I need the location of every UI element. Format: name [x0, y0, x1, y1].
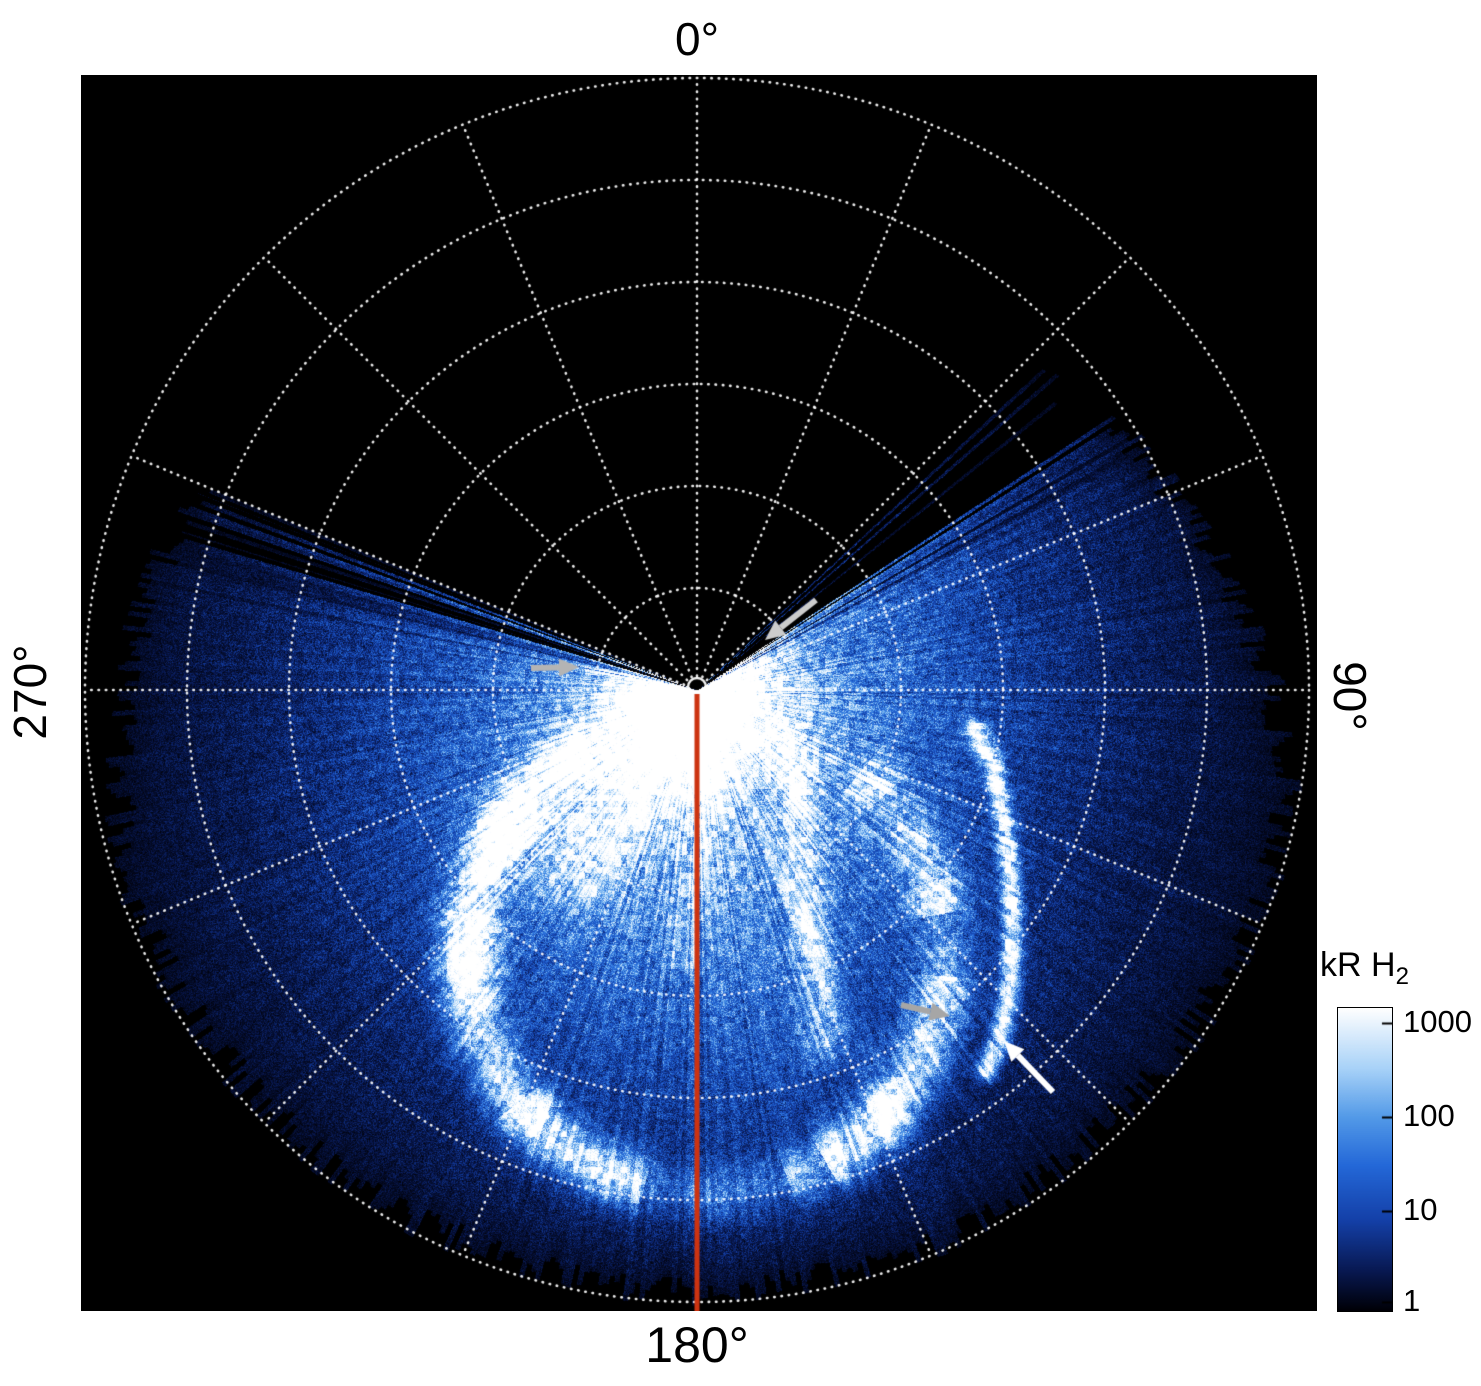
colorbar-tick-label: 1: [1403, 1282, 1421, 1318]
colorbar-title-subscript: 2: [1395, 962, 1409, 990]
polar-plot: [81, 75, 1317, 1311]
colorbar-tick-label: 1000: [1403, 1004, 1472, 1040]
colorbar-title-text: kR H: [1320, 946, 1396, 984]
angle-label-270: 270°: [4, 644, 56, 740]
angle-label-0: 0°: [675, 13, 719, 65]
colorbar-tick-labels: 1000 100 10 1: [1403, 1004, 1479, 1318]
angle-label-180: 180°: [645, 1317, 749, 1373]
colorbar-gradient: [1337, 1007, 1393, 1312]
colorbar-title: kR H2: [1320, 946, 1409, 991]
angle-label-90: 90°: [1324, 661, 1376, 731]
aurora-heatmap-canvas: [81, 75, 1317, 1311]
colorbar-tick-label: 100: [1403, 1098, 1455, 1134]
colorbar-tick-label: 10: [1403, 1192, 1438, 1227]
